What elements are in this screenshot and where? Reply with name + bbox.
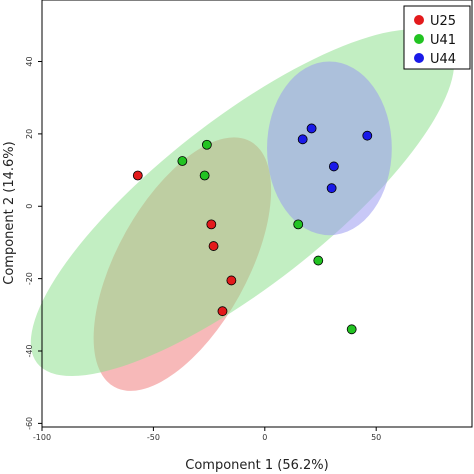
point-u41 bbox=[199, 170, 210, 181]
y-tick-label: 0 bbox=[25, 204, 34, 209]
data-points bbox=[132, 123, 373, 335]
y-tick-label: 20 bbox=[25, 129, 34, 139]
x-tick-label: -100 bbox=[33, 433, 51, 442]
legend-label-u44: U44 bbox=[430, 52, 456, 67]
point-u41 bbox=[313, 255, 324, 266]
point-u41 bbox=[346, 324, 357, 335]
x-tick-label: 50 bbox=[371, 433, 381, 442]
x-tick-label: -50 bbox=[147, 433, 160, 442]
y-tick-label: -60 bbox=[25, 417, 34, 430]
point-u25 bbox=[132, 170, 143, 181]
x-axis-title: Component 1 (56.2%) bbox=[185, 458, 328, 473]
y-axis-title: Component 2 (14.6%) bbox=[2, 141, 17, 284]
confidence-ellipses bbox=[30, 29, 455, 391]
y-tick-label: -40 bbox=[25, 344, 34, 357]
legend-marker-u25 bbox=[414, 15, 424, 25]
point-u44 bbox=[306, 123, 317, 134]
point-u41 bbox=[293, 219, 304, 230]
legend-marker-u41 bbox=[414, 34, 424, 44]
point-u25 bbox=[226, 275, 237, 286]
legend-marker-u44 bbox=[414, 53, 424, 63]
legend: U25 U41 U44 bbox=[403, 5, 471, 70]
axis-ticks: -100 -50 0 50 -60 -40 -20 0 20 40 bbox=[25, 56, 381, 442]
point-u41 bbox=[201, 139, 212, 150]
point-u44 bbox=[326, 183, 337, 194]
point-u25 bbox=[217, 306, 228, 317]
legend-label-u41: U41 bbox=[430, 33, 456, 48]
point-u44 bbox=[328, 161, 339, 172]
point-u44 bbox=[297, 134, 308, 145]
ellipse-u41 bbox=[30, 29, 455, 377]
y-tick-label: -20 bbox=[25, 272, 34, 285]
y-tick-label: 40 bbox=[25, 56, 34, 66]
ellipse-u44 bbox=[267, 61, 392, 236]
point-u25 bbox=[206, 219, 217, 230]
point-u25 bbox=[208, 241, 219, 251]
point-u44 bbox=[362, 130, 373, 141]
plot-frame bbox=[41, 0, 473, 428]
x-tick-label: 0 bbox=[262, 433, 267, 442]
point-u41 bbox=[177, 156, 188, 166]
legend-label-u25: U25 bbox=[430, 14, 456, 29]
